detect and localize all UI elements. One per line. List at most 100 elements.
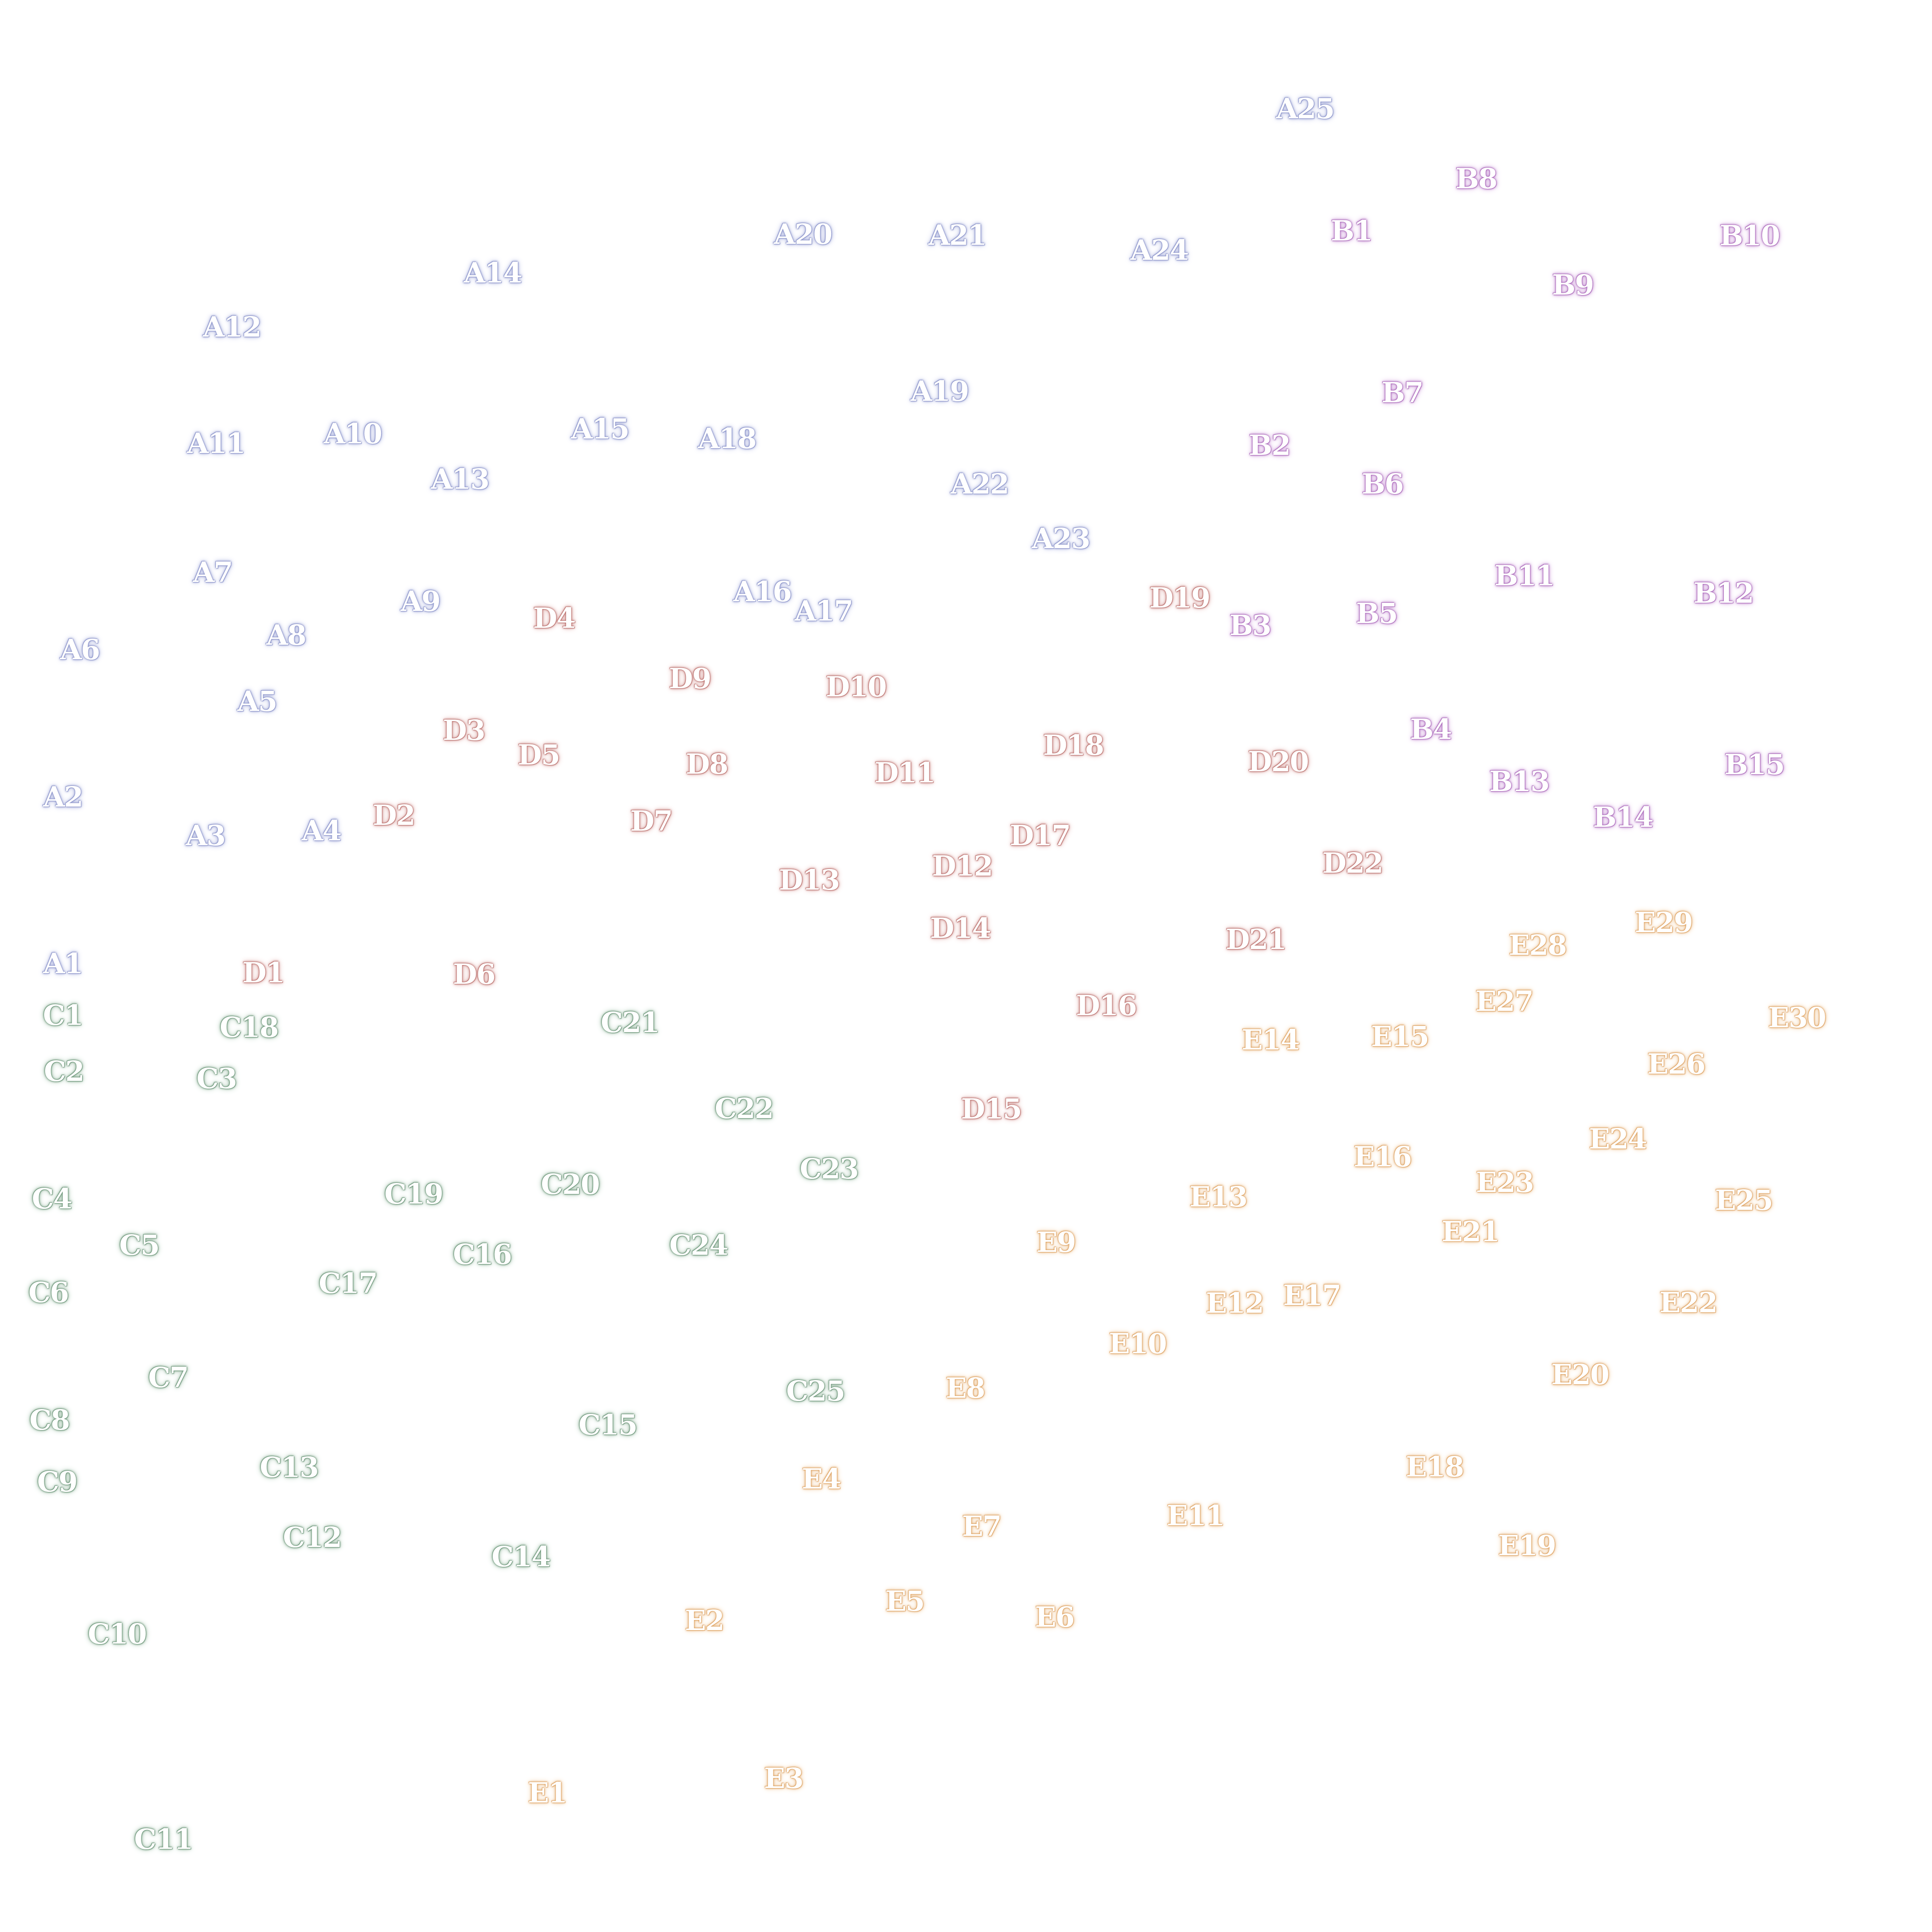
point-label-a13: A13 (431, 463, 490, 496)
point-label-e8: E8 (945, 1372, 986, 1405)
point-label-e16: E16 (1353, 1140, 1412, 1173)
point-label-e9: E9 (1036, 1226, 1077, 1259)
point-label-e22: E22 (1659, 1286, 1718, 1319)
point-label-e7: E7 (962, 1510, 1002, 1543)
point-label-c6: C6 (28, 1276, 70, 1309)
point-label-c7: C7 (148, 1361, 189, 1394)
point-label-c20: C20 (540, 1168, 600, 1201)
point-label-d20: D20 (1248, 745, 1309, 778)
point-label-c18: C18 (219, 1011, 279, 1044)
point-label-c5: C5 (119, 1229, 160, 1262)
point-label-a17: A17 (795, 595, 853, 627)
point-label-e20: E20 (1551, 1358, 1610, 1391)
point-label-d1: D1 (242, 956, 285, 989)
point-label-e2: E2 (684, 1604, 725, 1637)
point-label-c25: C25 (786, 1375, 846, 1407)
point-label-c22: C22 (714, 1092, 774, 1125)
point-label-b15: B15 (1724, 748, 1785, 781)
point-label-c12: C12 (283, 1521, 342, 1554)
point-label-e14: E14 (1241, 1023, 1300, 1056)
point-label-a10: A10 (324, 417, 383, 450)
point-label-a18: A18 (698, 422, 757, 455)
point-label-b5: B5 (1356, 597, 1398, 630)
point-label-b3: B3 (1229, 609, 1271, 642)
point-label-c23: C23 (799, 1152, 859, 1185)
point-label-e25: E25 (1715, 1184, 1774, 1217)
point-label-d16: D16 (1076, 989, 1137, 1022)
point-label-e5: E5 (885, 1585, 925, 1618)
point-label-b6: B6 (1362, 468, 1404, 500)
point-label-c1: C1 (43, 999, 84, 1032)
point-label-c8: C8 (29, 1404, 71, 1436)
point-label-a5: A5 (237, 685, 277, 718)
point-label-b1: B1 (1331, 214, 1373, 247)
point-label-d12: D12 (932, 850, 993, 882)
point-label-e12: E12 (1206, 1287, 1264, 1320)
point-label-d11: D11 (874, 756, 936, 789)
point-label-c13: C13 (259, 1451, 319, 1484)
point-label-c19: C19 (384, 1178, 444, 1210)
point-label-d18: D18 (1043, 729, 1104, 762)
point-label-e11: E11 (1166, 1499, 1225, 1532)
point-label-a12: A12 (203, 311, 262, 343)
point-label-a9: A9 (400, 585, 440, 618)
point-label-d3: D3 (442, 714, 486, 747)
point-label-a7: A7 (193, 556, 233, 589)
point-label-b9: B9 (1552, 269, 1594, 301)
point-label-a4: A4 (301, 814, 341, 847)
point-label-a25: A25 (1276, 92, 1335, 125)
point-label-a8: A8 (266, 619, 306, 652)
point-label-e13: E13 (1189, 1180, 1248, 1213)
point-label-c21: C21 (600, 1006, 660, 1039)
point-label-a11: A11 (187, 427, 246, 460)
point-label-c4: C4 (31, 1182, 73, 1215)
point-label-b2: B2 (1249, 429, 1291, 462)
point-label-b8: B8 (1455, 162, 1497, 195)
point-label-d21: D21 (1225, 923, 1287, 956)
point-label-d22: D22 (1322, 847, 1383, 880)
point-label-e28: E28 (1508, 929, 1567, 962)
point-label-a14: A14 (464, 256, 523, 289)
point-label-d17: D17 (1009, 819, 1071, 852)
point-label-e21: E21 (1441, 1215, 1500, 1248)
point-label-e24: E24 (1589, 1122, 1648, 1155)
point-label-e19: E19 (1498, 1529, 1557, 1562)
point-label-a2: A2 (43, 781, 83, 813)
point-label-d2: D2 (372, 799, 416, 832)
point-label-c9: C9 (37, 1465, 78, 1498)
point-label-e30: E30 (1768, 1001, 1827, 1034)
point-label-e10: E10 (1108, 1327, 1167, 1360)
point-label-e3: E3 (764, 1762, 804, 1795)
point-label-b12: B12 (1693, 577, 1754, 610)
point-label-c15: C15 (578, 1408, 638, 1441)
point-label-a20: A20 (774, 218, 833, 251)
point-label-e27: E27 (1475, 985, 1534, 1018)
point-label-a1: A1 (43, 947, 83, 980)
point-label-e6: E6 (1035, 1601, 1075, 1634)
point-label-a15: A15 (571, 412, 630, 445)
point-label-d5: D5 (517, 739, 561, 771)
point-label-b7: B7 (1381, 376, 1423, 409)
point-label-d6: D6 (453, 958, 496, 991)
point-label-c2: C2 (43, 1055, 85, 1088)
point-label-b14: B14 (1593, 801, 1654, 834)
point-label-d4: D4 (533, 602, 576, 635)
point-label-c14: C14 (491, 1540, 551, 1573)
point-label-e26: E26 (1647, 1048, 1706, 1080)
point-label-d8: D8 (685, 748, 729, 781)
point-label-b11: B11 (1494, 559, 1555, 592)
point-label-d19: D19 (1149, 582, 1210, 614)
point-label-e1: E1 (527, 1776, 568, 1809)
point-label-a3: A3 (185, 819, 226, 852)
point-label-c17: C17 (318, 1267, 378, 1300)
point-label-d9: D9 (668, 662, 712, 695)
point-label-e18: E18 (1406, 1450, 1464, 1483)
point-label-a19: A19 (910, 375, 969, 408)
point-label-d13: D13 (779, 864, 840, 896)
point-label-d15: D15 (961, 1093, 1022, 1125)
point-label-e4: E4 (801, 1463, 842, 1495)
point-label-a21: A21 (928, 219, 987, 252)
point-label-b10: B10 (1719, 219, 1780, 252)
point-label-c11: C11 (134, 1823, 194, 1856)
